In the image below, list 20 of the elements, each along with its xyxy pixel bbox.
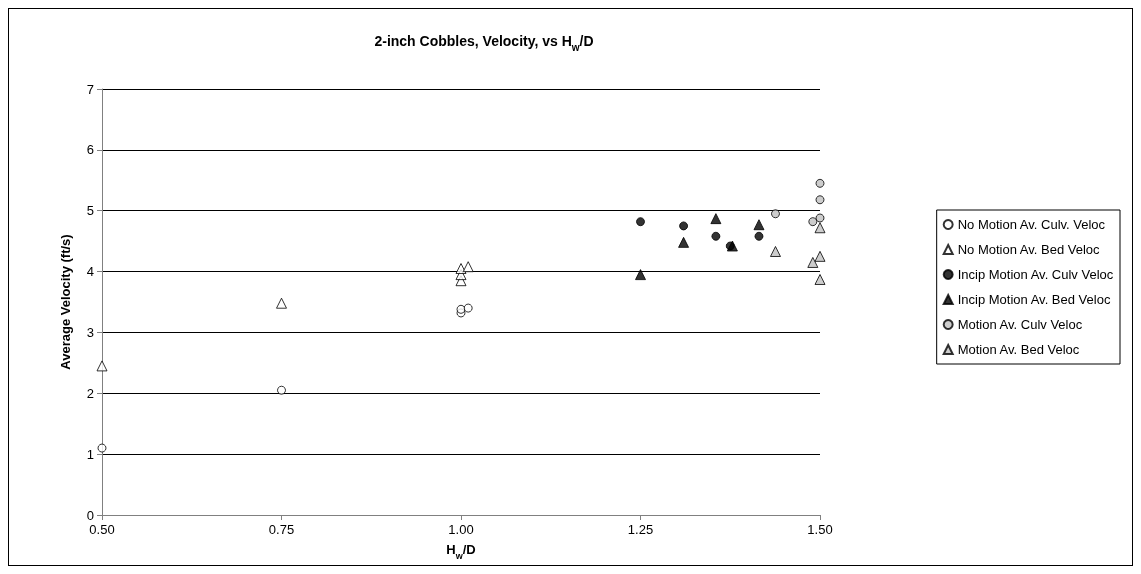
legend-label: Motion Av. Bed Veloc [957, 342, 1080, 357]
y-tick-label: 0 [86, 507, 94, 523]
y-tick-label: 7 [86, 81, 94, 97]
legend-label: Motion Av. Culv Veloc [957, 317, 1083, 332]
y-axis-title: Average Velocity (ft/s) [58, 234, 73, 370]
y-tick-label: 2 [86, 385, 94, 401]
y-tick-label: 5 [86, 203, 94, 219]
x-tick-label: 0.50 [89, 522, 115, 537]
x-tick-label: 0.75 [268, 522, 295, 537]
x-tick-label: 1.00 [448, 522, 474, 537]
y-tick-label: 1 [86, 446, 94, 462]
legend-label: No Motion Av. Culv. Veloc [957, 217, 1106, 232]
y-tick-label: 6 [86, 142, 94, 158]
x-tick-label: 1.50 [807, 522, 833, 537]
x-tick-label: 1.25 [627, 522, 654, 537]
y-tick-label: 4 [86, 264, 94, 280]
legend-label: No Motion Av. Bed Veloc [957, 242, 1101, 257]
legend-label: Incip Motion Av. Culv Veloc [957, 267, 1114, 282]
legend-label: Incip Motion Av. Bed Veloc [957, 292, 1111, 307]
y-tick-label: 3 [86, 324, 94, 340]
